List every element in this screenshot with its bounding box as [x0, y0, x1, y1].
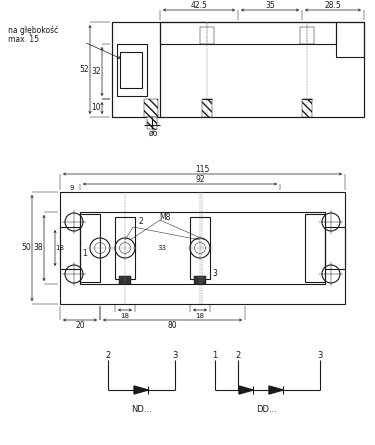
Bar: [112, 22, 364, 117]
Text: 115: 115: [195, 165, 210, 174]
Bar: [144, 99, 158, 117]
Text: 3: 3: [172, 351, 178, 360]
Text: M8: M8: [159, 213, 171, 222]
Polygon shape: [134, 386, 148, 394]
Bar: [302, 99, 312, 117]
Bar: [325, 227, 345, 269]
Bar: [160, 22, 336, 44]
Text: 9: 9: [70, 185, 74, 191]
Text: 2: 2: [105, 351, 111, 360]
Bar: [115, 217, 135, 279]
Text: 50: 50: [21, 243, 31, 252]
Bar: [80, 212, 325, 284]
Bar: [120, 52, 142, 88]
Text: 20: 20: [75, 321, 85, 331]
Text: 38: 38: [33, 243, 43, 252]
Text: 18: 18: [195, 313, 204, 319]
Text: 42.5: 42.5: [190, 0, 207, 9]
Bar: [119, 276, 131, 284]
Bar: [190, 217, 210, 279]
Text: 28.5: 28.5: [325, 0, 341, 9]
Bar: [160, 22, 364, 117]
Text: 1: 1: [82, 248, 87, 258]
Text: 92: 92: [195, 174, 205, 183]
Text: 2: 2: [236, 351, 241, 360]
Text: na głębokość: na głębokość: [8, 25, 58, 35]
Bar: [200, 27, 214, 44]
Text: 52: 52: [79, 65, 89, 74]
Bar: [147, 117, 157, 129]
Text: ø6: ø6: [149, 129, 159, 138]
Bar: [60, 227, 80, 269]
Polygon shape: [269, 386, 283, 394]
Text: 2: 2: [139, 218, 143, 227]
Text: max. 15: max. 15: [8, 36, 39, 44]
Text: 35: 35: [265, 0, 275, 9]
Bar: [305, 214, 325, 282]
Text: 33: 33: [158, 245, 166, 251]
Text: 3: 3: [213, 268, 217, 278]
Bar: [336, 22, 364, 57]
Text: 18: 18: [120, 313, 129, 319]
Bar: [194, 276, 206, 284]
Text: 1: 1: [212, 351, 217, 360]
Text: 18: 18: [56, 245, 64, 251]
Text: 80: 80: [167, 321, 177, 331]
Text: 3: 3: [317, 351, 322, 360]
Text: 10: 10: [91, 104, 101, 113]
Bar: [117, 44, 147, 96]
Bar: [202, 99, 212, 117]
Bar: [60, 192, 345, 304]
Bar: [112, 22, 160, 117]
Bar: [300, 27, 314, 44]
Polygon shape: [239, 386, 253, 394]
Text: DD...: DD...: [256, 405, 278, 414]
Text: 32: 32: [91, 67, 101, 76]
Text: ND...: ND...: [130, 405, 152, 414]
Bar: [80, 214, 100, 282]
